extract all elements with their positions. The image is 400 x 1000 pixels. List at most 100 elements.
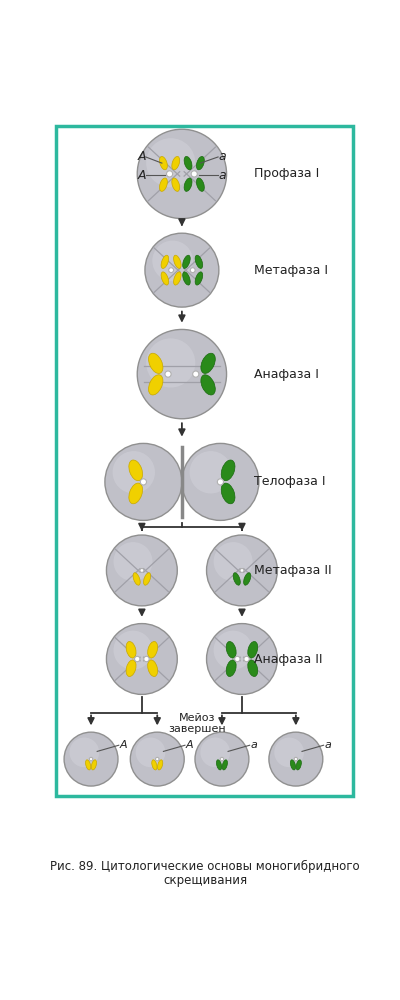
- Circle shape: [193, 371, 199, 377]
- Ellipse shape: [144, 573, 151, 585]
- Circle shape: [240, 568, 244, 572]
- Circle shape: [106, 535, 177, 606]
- Ellipse shape: [148, 353, 163, 373]
- Ellipse shape: [183, 255, 190, 268]
- Text: A: A: [138, 169, 146, 182]
- Text: Метафаза II: Метафаза II: [254, 564, 332, 577]
- Circle shape: [182, 443, 259, 520]
- Ellipse shape: [129, 483, 142, 504]
- Ellipse shape: [226, 660, 236, 677]
- Ellipse shape: [296, 760, 301, 770]
- Circle shape: [106, 624, 177, 694]
- Ellipse shape: [196, 178, 204, 191]
- Circle shape: [130, 732, 184, 786]
- Circle shape: [206, 624, 277, 694]
- Circle shape: [146, 338, 195, 387]
- Ellipse shape: [86, 760, 91, 770]
- Ellipse shape: [183, 272, 190, 285]
- Text: скрещивания: скрещивания: [163, 874, 247, 887]
- Circle shape: [134, 656, 140, 662]
- Circle shape: [89, 757, 93, 761]
- Ellipse shape: [161, 272, 169, 285]
- Circle shape: [195, 732, 249, 786]
- Text: a: a: [250, 740, 257, 750]
- Circle shape: [136, 738, 165, 767]
- Circle shape: [169, 268, 174, 273]
- Text: A: A: [120, 740, 127, 750]
- Circle shape: [114, 631, 152, 670]
- Circle shape: [156, 757, 159, 761]
- Text: A: A: [138, 150, 146, 163]
- Text: Анафаза I: Анафаза I: [254, 368, 319, 381]
- Circle shape: [244, 656, 249, 662]
- Circle shape: [214, 542, 252, 581]
- Ellipse shape: [195, 272, 203, 285]
- Circle shape: [137, 129, 226, 219]
- Circle shape: [113, 451, 155, 493]
- Circle shape: [140, 568, 144, 572]
- Ellipse shape: [248, 660, 258, 677]
- Ellipse shape: [184, 178, 192, 191]
- Text: A: A: [186, 740, 193, 750]
- Ellipse shape: [126, 641, 136, 658]
- Ellipse shape: [126, 660, 136, 677]
- Ellipse shape: [172, 156, 180, 170]
- Circle shape: [145, 233, 219, 307]
- Circle shape: [105, 443, 182, 520]
- Circle shape: [140, 479, 146, 485]
- Circle shape: [220, 757, 224, 761]
- Ellipse shape: [174, 272, 181, 285]
- Circle shape: [217, 479, 224, 485]
- Circle shape: [274, 738, 304, 767]
- Circle shape: [191, 171, 197, 177]
- Text: a: a: [218, 169, 226, 182]
- Ellipse shape: [148, 660, 158, 677]
- Ellipse shape: [226, 641, 236, 658]
- Ellipse shape: [201, 375, 215, 395]
- Text: Рис. 89. Цитологические основы моногибридного: Рис. 89. Цитологические основы моногибри…: [50, 860, 360, 873]
- Ellipse shape: [290, 760, 296, 770]
- Text: a: a: [324, 740, 331, 750]
- Ellipse shape: [222, 760, 228, 770]
- Circle shape: [64, 732, 118, 786]
- Ellipse shape: [221, 483, 235, 504]
- Ellipse shape: [248, 641, 258, 658]
- Circle shape: [190, 268, 195, 273]
- Ellipse shape: [133, 573, 140, 585]
- Ellipse shape: [148, 375, 163, 395]
- Ellipse shape: [152, 760, 157, 770]
- Ellipse shape: [129, 460, 142, 481]
- Ellipse shape: [233, 573, 240, 585]
- Ellipse shape: [216, 760, 222, 770]
- Circle shape: [294, 757, 298, 761]
- Ellipse shape: [172, 178, 180, 191]
- Circle shape: [166, 171, 173, 177]
- Circle shape: [190, 451, 232, 493]
- Circle shape: [152, 241, 193, 281]
- Ellipse shape: [195, 255, 203, 268]
- Ellipse shape: [148, 641, 158, 658]
- Circle shape: [146, 138, 195, 187]
- Text: Телофаза I: Телофаза I: [254, 475, 326, 488]
- Circle shape: [206, 535, 277, 606]
- Circle shape: [200, 738, 230, 767]
- Ellipse shape: [196, 156, 204, 170]
- Text: Метафаза I: Метафаза I: [254, 264, 328, 277]
- Ellipse shape: [174, 255, 181, 268]
- Circle shape: [269, 732, 323, 786]
- Text: Мейоз
завершен: Мейоз завершен: [168, 713, 226, 734]
- Ellipse shape: [201, 353, 215, 373]
- Ellipse shape: [160, 156, 167, 170]
- Text: a: a: [218, 150, 226, 163]
- Ellipse shape: [244, 573, 251, 585]
- Circle shape: [235, 656, 240, 662]
- Ellipse shape: [160, 178, 167, 191]
- Ellipse shape: [184, 156, 192, 170]
- Ellipse shape: [221, 460, 235, 481]
- Ellipse shape: [91, 760, 96, 770]
- Text: Анафаза II: Анафаза II: [254, 652, 323, 666]
- Circle shape: [165, 371, 171, 377]
- Circle shape: [70, 738, 99, 767]
- Circle shape: [214, 631, 252, 670]
- Ellipse shape: [161, 255, 169, 268]
